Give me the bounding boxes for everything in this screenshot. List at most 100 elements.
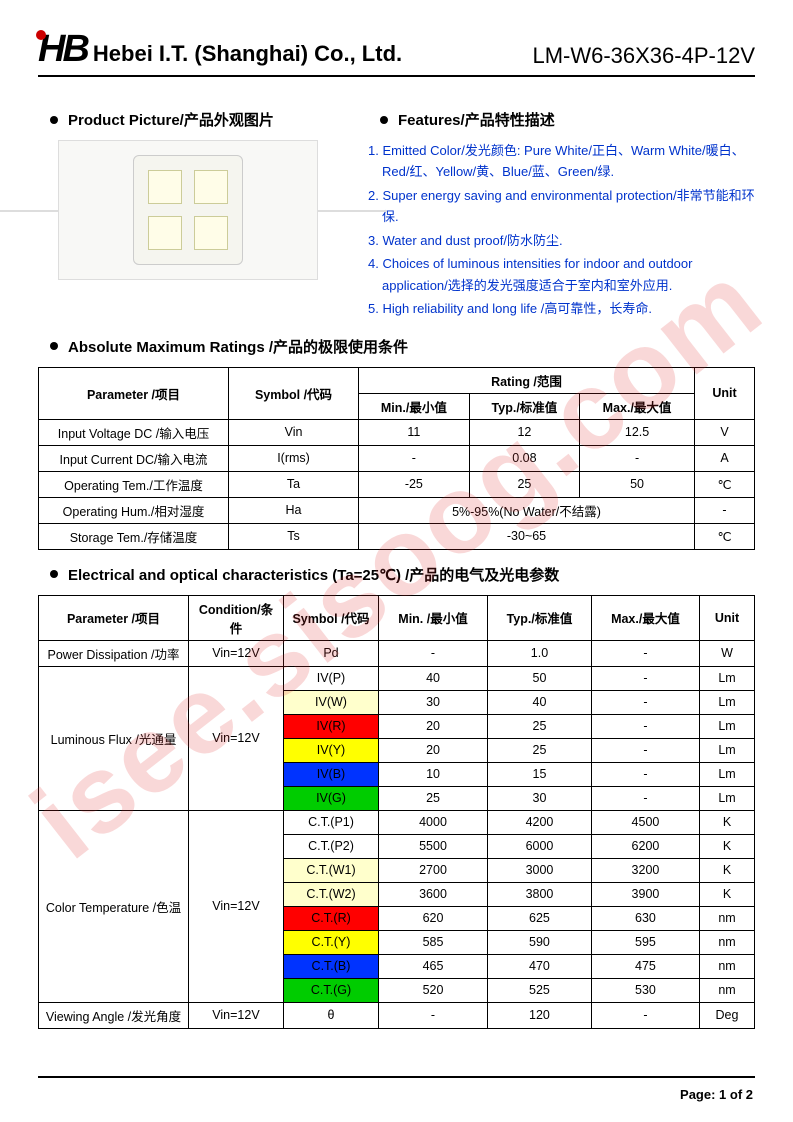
abs-table: Parameter /项目 Symbol /代码 Rating /范围 Unit… <box>38 367 755 550</box>
page-footer: Page: 1 of 2 <box>680 1087 753 1102</box>
list-item: 2. Super energy saving and environmental… <box>368 185 755 228</box>
cell-unit: nm <box>700 954 755 978</box>
led-chip-icon <box>194 216 228 250</box>
cell-symbol: Ta <box>229 471 359 497</box>
cell-unit: V <box>695 419 755 445</box>
cell-typ: 3000 <box>488 858 592 882</box>
list-item: 3. Water and dust proof/防水防尘. <box>368 230 755 251</box>
cell-min: 5500 <box>379 834 488 858</box>
cell-max: - <box>591 738 699 762</box>
list-item: 5. High reliability and long life /高可靠性，… <box>368 298 755 319</box>
cell-cond: Vin=12V <box>189 1002 284 1028</box>
abs-heading: Absolute Maximum Ratings /产品的极限使用条件 <box>50 336 755 357</box>
cell-max: 595 <box>591 930 699 954</box>
cell-symbol: IV(Y) <box>284 738 379 762</box>
cell-max: 530 <box>591 978 699 1002</box>
cell-typ: 625 <box>488 906 592 930</box>
cell-param: Storage Tem./存储温度 <box>39 523 229 549</box>
cell-unit: Lm <box>700 714 755 738</box>
cell-symbol: C.T.(W1) <box>284 858 379 882</box>
table-row: Parameter /项目 Symbol /代码 Rating /范围 Unit <box>39 367 755 393</box>
cell-unit: nm <box>700 978 755 1002</box>
cell-unit: A <box>695 445 755 471</box>
led-chip-icon <box>194 170 228 204</box>
table-row: Input Voltage DC /输入电压Vin111212.5V <box>39 419 755 445</box>
cell-typ: 6000 <box>488 834 592 858</box>
table-row: Power Dissipation /功率Vin=12VPd-1.0-W <box>39 640 755 666</box>
upper-row: Product Picture/产品外观图片 Features/产品特性描述 1… <box>38 95 755 322</box>
cell-symbol: IV(G) <box>284 786 379 810</box>
cell-min: 30 <box>379 690 488 714</box>
cell-min: 40 <box>379 666 488 690</box>
product-picture-col: Product Picture/产品外观图片 <box>38 95 348 322</box>
cell-unit: ℃ <box>695 523 755 549</box>
table-row: Operating Tem./工作温度Ta-252550℃ <box>39 471 755 497</box>
cell-min: 10 <box>379 762 488 786</box>
cell-symbol: Ts <box>229 523 359 549</box>
cell-unit: W <box>700 640 755 666</box>
wire-right-icon <box>317 210 387 212</box>
cell-max: 6200 <box>591 834 699 858</box>
cell-max: 475 <box>591 954 699 978</box>
table-row: Storage Tem./存储温度Ts-30~65℃ <box>39 523 755 549</box>
cell-symbol: IV(B) <box>284 762 379 786</box>
list-item: 1. Emitted Color/发光颜色: Pure White/正白、War… <box>368 140 755 183</box>
cell-param: Luminous Flux /光通量 <box>39 666 189 810</box>
table-row: Viewing Angle /发光角度Vin=12Vθ-120-Deg <box>39 1002 755 1028</box>
features-heading: Features/产品特性描述 <box>380 109 755 130</box>
cell-param: Operating Tem./工作温度 <box>39 471 229 497</box>
product-picture-title: Product Picture/产品外观图片 <box>68 109 274 130</box>
cell-max: 3900 <box>591 882 699 906</box>
cell-typ: 1.0 <box>488 640 592 666</box>
cell-unit: Deg <box>700 1002 755 1028</box>
th-typ: Typ./标准值 <box>488 595 592 640</box>
cell-min: 11 <box>359 419 470 445</box>
cell-typ: 120 <box>488 1002 592 1028</box>
th-symbol: Symbol /代码 <box>229 367 359 419</box>
th-symbol: Symbol /代码 <box>284 595 379 640</box>
cell-min: - <box>359 445 470 471</box>
cell-min: 2700 <box>379 858 488 882</box>
company-name: Hebei I.T. (Shanghai) Co., Ltd. <box>93 41 402 71</box>
logo-group: HB Hebei I.T. (Shanghai) Co., Ltd. <box>38 28 402 71</box>
page-header: HB Hebei I.T. (Shanghai) Co., Ltd. LM-W6… <box>38 28 755 77</box>
th-cond: Condition/条件 <box>189 595 284 640</box>
cell-span: -30~65 <box>359 523 695 549</box>
cell-symbol: IV(R) <box>284 714 379 738</box>
cell-typ: 470 <box>488 954 592 978</box>
logo-icon: HB <box>38 28 87 71</box>
cell-symbol: IV(W) <box>284 690 379 714</box>
cell-max: - <box>591 666 699 690</box>
cell-max: - <box>591 690 699 714</box>
cell-symbol: Pd <box>284 640 379 666</box>
cell-typ: 50 <box>488 666 592 690</box>
wire-left-icon <box>0 210 59 212</box>
th-min: Min. /最小值 <box>379 595 488 640</box>
cell-param: Viewing Angle /发光角度 <box>39 1002 189 1028</box>
table-row: Input Current DC/输入电流I(rms)-0.08-A <box>39 445 755 471</box>
cell-min: -25 <box>359 471 470 497</box>
cell-span: 5%-95%(No Water/不结露) <box>359 497 695 523</box>
cell-symbol: IV(P) <box>284 666 379 690</box>
cell-typ: 590 <box>488 930 592 954</box>
cell-unit: Lm <box>700 738 755 762</box>
table-row: Color Temperature /色温Vin=12VC.T.(P1)4000… <box>39 810 755 834</box>
led-module-icon <box>133 155 243 265</box>
cell-symbol: C.T.(G) <box>284 978 379 1002</box>
cell-typ: 25 <box>488 714 592 738</box>
cell-unit: Lm <box>700 690 755 714</box>
cell-max: - <box>580 445 695 471</box>
cell-min: 3600 <box>379 882 488 906</box>
cell-unit: Lm <box>700 762 755 786</box>
cell-min: 20 <box>379 738 488 762</box>
cell-typ: 3800 <box>488 882 592 906</box>
cell-param: Color Temperature /色温 <box>39 810 189 1002</box>
cell-min: 25 <box>379 786 488 810</box>
footer-divider <box>38 1076 755 1078</box>
bullet-icon <box>50 342 58 350</box>
cell-typ: 15 <box>488 762 592 786</box>
table-row: Luminous Flux /光通量Vin=12VIV(P)4050-Lm <box>39 666 755 690</box>
th-unit: Unit <box>700 595 755 640</box>
cell-unit: nm <box>700 906 755 930</box>
cell-unit: nm <box>700 930 755 954</box>
